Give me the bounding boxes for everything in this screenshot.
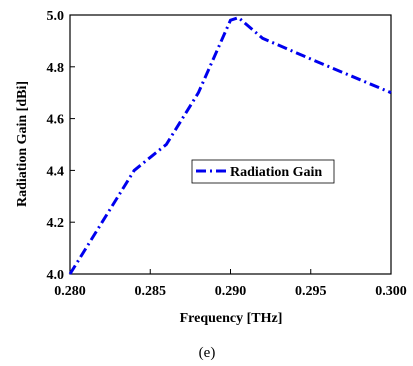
y-axis-label: Radiation Gain [dBi] — [15, 81, 30, 207]
x-tick-label: 0.295 — [295, 284, 327, 299]
x-tick-label: 0.300 — [375, 284, 407, 299]
figure-caption: (e) — [199, 345, 216, 361]
y-tick-label: 4.2 — [47, 216, 65, 231]
y-tick-label: 4.8 — [47, 61, 65, 76]
x-axis-label: Frequency [THz] — [180, 311, 283, 326]
plot-frame — [69, 14, 392, 275]
y-tick-label: 4.4 — [47, 164, 65, 179]
y-tick-label: 5.0 — [47, 9, 65, 24]
y-tick-label: 4.0 — [47, 268, 65, 283]
y-tick-label: 4.6 — [47, 113, 65, 128]
series-line-radiation-gain — [68, 15, 392, 275]
x-tick-label: 0.290 — [215, 284, 247, 299]
x-tick-label: 0.280 — [54, 284, 86, 299]
y-axis-ticks: 4.0 4.2 4.4 4.6 4.8 5.0 — [47, 9, 75, 283]
x-tick-label: 0.285 — [135, 284, 167, 299]
legend: Radiation Gain — [191, 159, 335, 184]
legend-box — [191, 159, 335, 184]
legend-label-radiation-gain: Radiation Gain — [230, 165, 322, 180]
x-axis-ticks: 0.280 0.285 0.290 0.295 0.300 — [54, 269, 407, 299]
